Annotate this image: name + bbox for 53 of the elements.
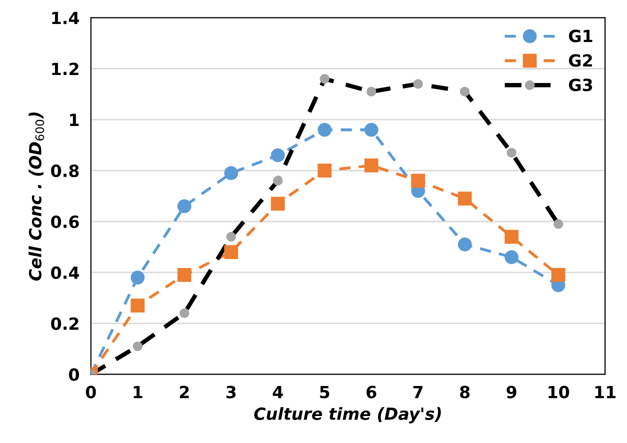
point (224, 166, 238, 180)
point (320, 74, 330, 84)
point (364, 122, 378, 137)
y-axis-title: Cell Conc . (OD$_{600}$) (28, 112, 44, 281)
point (551, 268, 566, 282)
point (460, 86, 470, 96)
x-tick-label: 6 (366, 386, 376, 398)
x-tick-label: 8 (460, 386, 470, 398)
y-tick-label: 1 (70, 114, 79, 126)
x-tick-label: 0 (86, 386, 96, 398)
x-tick-label: 7 (413, 386, 423, 398)
y-tick-label: 0.2 (51, 317, 78, 330)
y-tick-label: 0.6 (51, 215, 79, 228)
x-tick-label: 4 (272, 386, 283, 398)
point (130, 298, 145, 313)
point (177, 268, 192, 282)
point (180, 308, 190, 318)
point (366, 86, 376, 96)
point (364, 158, 378, 172)
point (504, 230, 519, 244)
y-tick-label: 1.2 (52, 62, 78, 75)
point (273, 176, 283, 186)
point (226, 232, 236, 242)
point (413, 79, 423, 89)
x-tick-label: 11 (595, 386, 616, 398)
point (506, 148, 516, 158)
legend-label: G2 (568, 54, 592, 67)
point (270, 196, 285, 211)
point (130, 270, 145, 284)
x-tick-label: 9 (506, 386, 516, 398)
point (270, 148, 285, 162)
point (132, 341, 143, 352)
x-axis-title: Culture time (Day's) (254, 407, 441, 424)
y-tick-label: 0.8 (51, 164, 79, 178)
point (553, 219, 564, 229)
point (177, 199, 192, 214)
legend-label: G3 (568, 78, 592, 92)
point (318, 122, 332, 137)
x-tick-label: 1 (134, 386, 142, 398)
point (318, 164, 332, 178)
point (458, 192, 472, 206)
point (504, 250, 519, 264)
x-tick-label: 2 (180, 386, 189, 398)
point (224, 245, 238, 260)
x-tick-label: 3 (226, 386, 236, 398)
x-tick-label: 10 (548, 386, 570, 398)
y-tick-label: 0.4 (51, 266, 80, 280)
x-tick-label: 5 (320, 386, 330, 398)
y-tick-label: 1.4 (52, 12, 80, 24)
point (411, 174, 426, 188)
legend-label: G1 (568, 30, 592, 42)
point (458, 237, 472, 252)
y-tick-label: 0 (69, 368, 80, 381)
